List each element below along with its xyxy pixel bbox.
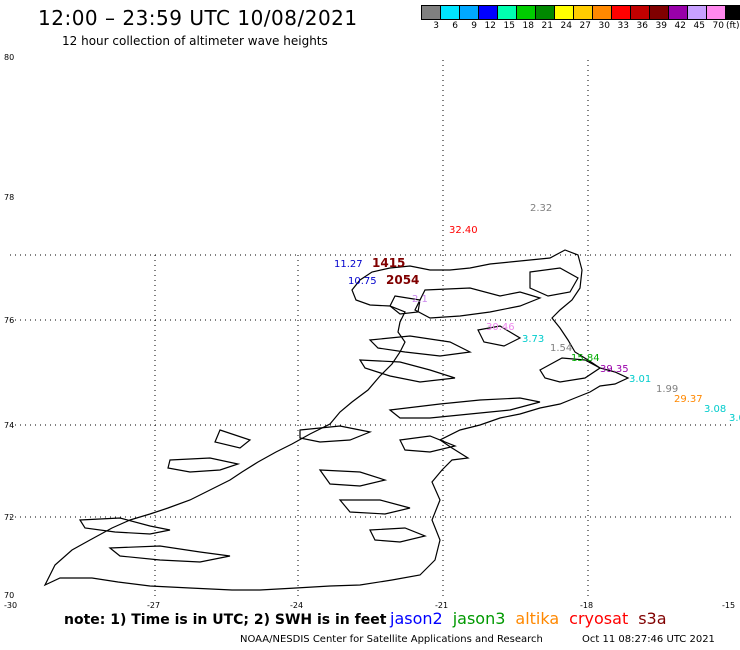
satellite-legend: jason2 jason3 altika cryosat s3a bbox=[390, 609, 667, 628]
colorbar-label: 33 bbox=[617, 21, 629, 31]
satellite-name: s3a bbox=[638, 609, 667, 628]
colorbar-swatch bbox=[441, 6, 460, 19]
colorbar-swatch bbox=[631, 6, 650, 19]
colorbar-swatch bbox=[422, 6, 441, 19]
colorbar-swatch bbox=[726, 6, 740, 19]
wave-height-label: 3.73 bbox=[522, 334, 544, 345]
lat-label: 74 bbox=[4, 421, 14, 430]
colorbar-label: 21 bbox=[541, 21, 553, 31]
colorbar-swatch bbox=[498, 6, 517, 19]
wave-height-label: 3.0 bbox=[729, 413, 740, 424]
wave-height-label: 15.84 bbox=[571, 353, 600, 364]
wave-height-label: 3.08 bbox=[704, 404, 726, 415]
lat-labels: 80 78 76 74 72 70 bbox=[4, 53, 14, 600]
satellite-name: cryosat bbox=[569, 609, 629, 628]
wave-height-label: 2.1 bbox=[412, 294, 428, 305]
lon-label: -24 bbox=[290, 601, 303, 610]
lon-label: -30 bbox=[4, 601, 17, 610]
colorbar-swatch bbox=[593, 6, 612, 19]
lon-label: -18 bbox=[580, 601, 593, 610]
lon-label: -27 bbox=[147, 601, 160, 610]
wave-height-label: 2.32 bbox=[530, 203, 552, 214]
map-title: 12:00 – 23:59 UTC 10/08/2021 bbox=[38, 6, 358, 30]
wave-height-label: 3.01 bbox=[629, 374, 651, 385]
wave-height-label: 32.40 bbox=[449, 225, 478, 236]
lat-label: 76 bbox=[4, 316, 14, 325]
lon-label: -15 bbox=[722, 601, 735, 610]
lat-label: 80 bbox=[4, 53, 14, 62]
credit-text: NOAA/NESDIS Center for Satellite Applica… bbox=[240, 634, 543, 645]
colorbar bbox=[421, 5, 740, 20]
lat-label: 78 bbox=[4, 193, 14, 202]
colorbar-swatch bbox=[688, 6, 707, 19]
colorbar-labels: 3 6 9 12 15 18 21 24 27 30 33 36 39 42 45 70 bbox=[421, 21, 725, 31]
graticule bbox=[10, 60, 735, 600]
colorbar-label: 3 bbox=[433, 21, 439, 31]
wave-height-observations: 2.32 32.40 11.27 1415 10.75 2054 2.1 30.46 3.73 1… bbox=[334, 203, 740, 424]
lon-labels: -30 -27 -24 -21 -18 -15 bbox=[4, 601, 735, 610]
colorbar-swatch bbox=[517, 6, 536, 19]
wave-height-label: 11.27 bbox=[334, 259, 363, 270]
colorbar-label: 15 bbox=[503, 21, 515, 31]
coastline bbox=[43, 249, 630, 591]
colorbar-swatch bbox=[574, 6, 593, 19]
colorbar-label: 24 bbox=[560, 21, 572, 31]
colorbar-label: 42 bbox=[674, 21, 686, 31]
colorbar-label: 45 bbox=[693, 21, 705, 31]
satellite-name: jason3 bbox=[452, 609, 506, 628]
colorbar-swatch bbox=[555, 6, 574, 19]
colorbar-swatch bbox=[650, 6, 669, 19]
wave-height-label: 10.75 bbox=[348, 276, 377, 287]
map-subtitle: 12 hour collection of altimeter wave hei… bbox=[62, 34, 328, 48]
satellite-name: altika bbox=[515, 609, 560, 628]
wave-height-label: 1.54 bbox=[550, 343, 572, 354]
timestamp: Oct 11 08:27:46 UTC 2021 bbox=[582, 634, 715, 645]
colorbar-unit: (ft) bbox=[726, 21, 740, 31]
wave-height-label: 29.37 bbox=[674, 394, 703, 405]
colorbar-swatch bbox=[536, 6, 555, 19]
colorbar-swatch bbox=[460, 6, 479, 19]
lat-label: 72 bbox=[4, 513, 14, 522]
lon-label: -21 bbox=[435, 601, 448, 610]
wave-height-label: 1.99 bbox=[656, 384, 678, 395]
satellite-name: jason2 bbox=[390, 609, 443, 628]
wave-height-label: 1415 bbox=[372, 256, 405, 270]
colorbar-label: 9 bbox=[471, 21, 477, 31]
colorbar-label: 18 bbox=[522, 21, 534, 31]
colorbar-label: 39 bbox=[655, 21, 667, 31]
colorbar-swatch bbox=[612, 6, 631, 19]
wave-height-label: 39.35 bbox=[600, 364, 629, 375]
colorbar-label: 27 bbox=[579, 21, 591, 31]
colorbar-label: 6 bbox=[452, 21, 458, 31]
wave-height-label: 2054 bbox=[386, 273, 419, 287]
wave-height-label: 30.46 bbox=[486, 322, 515, 333]
lat-label: 70 bbox=[4, 591, 14, 600]
colorbar-label: 30 bbox=[598, 21, 610, 31]
colorbar-label: 36 bbox=[636, 21, 648, 31]
colorbar-swatch bbox=[707, 6, 726, 19]
colorbar-label: 12 bbox=[484, 21, 496, 31]
colorbar-label: 70 bbox=[712, 21, 724, 31]
colorbar-swatch bbox=[669, 6, 688, 19]
colorbar-swatch bbox=[479, 6, 498, 19]
footer-note: note: 1) Time is in UTC; 2) SWH is in fe… bbox=[64, 612, 387, 628]
